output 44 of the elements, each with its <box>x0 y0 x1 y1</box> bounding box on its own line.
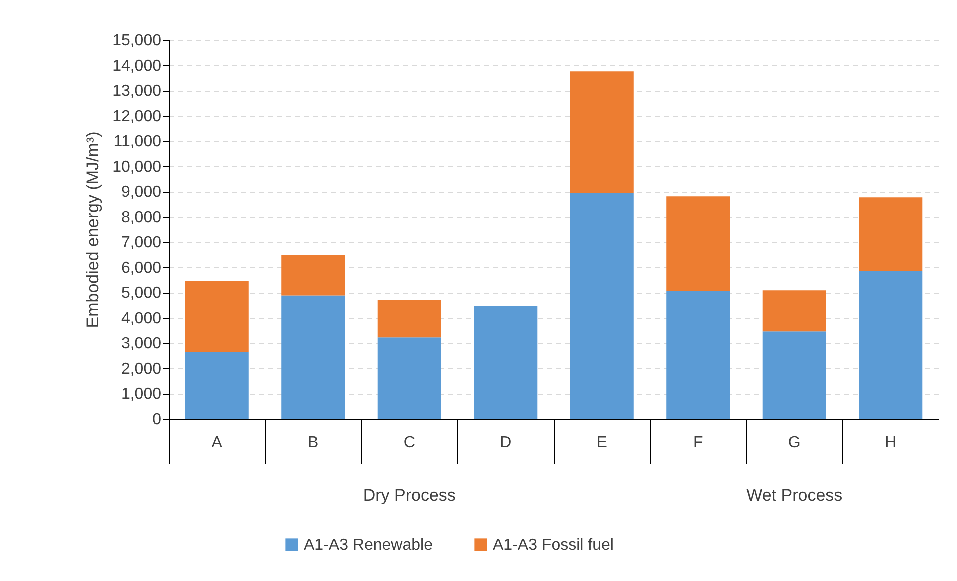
y-tick-label: 2,000 <box>121 360 162 378</box>
x-tick-label: C <box>404 434 416 452</box>
bar <box>282 296 346 419</box>
y-tick-label: 8,000 <box>121 209 162 226</box>
text: Dry Process <box>363 486 456 505</box>
bar <box>378 338 442 419</box>
x-tick-label: F <box>693 434 704 452</box>
y-tick-label: 13,000 <box>112 83 162 100</box>
x-tick-label: D <box>500 434 512 452</box>
y-tick-label: 3,000 <box>121 336 162 353</box>
y-tick-label: 7,000 <box>121 234 162 252</box>
legend-label: A1-A3 Renewable <box>304 537 434 554</box>
bar <box>859 198 923 272</box>
x-tick-label: E <box>596 434 608 452</box>
bar <box>666 196 730 292</box>
y-tick-label: 5,000 <box>121 285 162 302</box>
bar <box>762 332 826 419</box>
bar <box>859 271 923 419</box>
y-tick-label: 15,000 <box>112 32 162 50</box>
bar <box>666 291 730 419</box>
x-tick-label: A <box>212 434 223 452</box>
y-tick-label: 4,000 <box>121 310 162 328</box>
y-axis-title: Embodied energy (MJ/m³) <box>84 132 103 328</box>
bar <box>282 255 346 296</box>
x-tick-label: H <box>885 434 897 452</box>
y-tick-label: 1,000 <box>121 386 162 404</box>
bar <box>474 306 538 419</box>
bar <box>378 300 442 338</box>
y-tick-label: 11,000 <box>114 134 162 151</box>
bar <box>570 72 634 194</box>
y-tick-label: 6,000 <box>121 260 162 277</box>
bar <box>570 193 634 419</box>
text: Wet Process <box>746 486 843 505</box>
bar <box>185 281 249 352</box>
legend-label: A1-A3 Fossil fuel <box>493 537 614 554</box>
y-tick-label: 10,000 <box>112 158 162 176</box>
bar <box>185 352 249 419</box>
y-tick-label: 9,000 <box>121 184 162 202</box>
y-tick-label: 0 <box>152 412 162 428</box>
x-tick-label: G <box>788 434 801 452</box>
bar <box>762 290 826 332</box>
y-tick-label: 12,000 <box>112 108 162 126</box>
y-tick-label: 14,000 <box>112 58 162 75</box>
x-tick-label: B <box>308 434 319 452</box>
